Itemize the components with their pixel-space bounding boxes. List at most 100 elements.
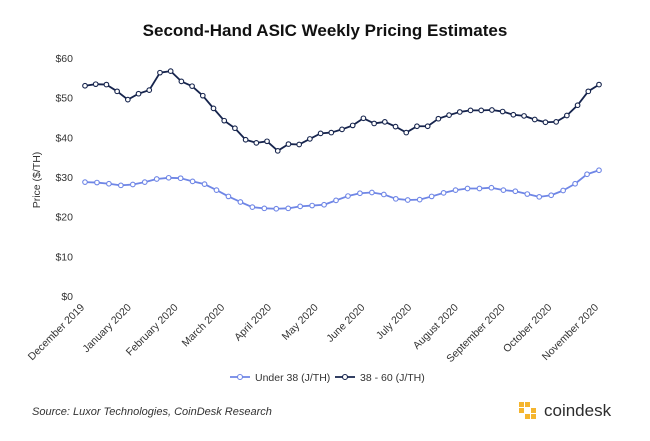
series-point-1 — [189, 178, 196, 185]
series-point-2 — [424, 123, 431, 130]
series-point-2 — [264, 138, 270, 145]
series-point-1 — [572, 180, 578, 187]
series-point-1 — [225, 193, 232, 200]
series-point-2 — [553, 119, 560, 125]
series-point-2 — [531, 116, 538, 123]
series-point-2 — [146, 87, 153, 93]
x-tick-label: April 2020 — [232, 302, 274, 344]
series-point-1 — [536, 193, 543, 200]
legend-label: 38 - 60 (J/TH) — [360, 372, 425, 384]
series-point-2 — [114, 88, 120, 95]
y-tick-label: $0 — [61, 291, 73, 303]
series-point-2 — [564, 112, 570, 119]
x-tick-label: March 2020 — [180, 302, 228, 350]
y-tick-label: $50 — [55, 93, 73, 105]
series-point-2 — [574, 102, 581, 109]
x-tick-label: August 2020 — [411, 302, 461, 352]
series-point-1 — [129, 181, 136, 188]
series-point-2 — [189, 83, 195, 90]
series-point-2 — [414, 123, 420, 130]
series-point-1 — [512, 188, 519, 195]
y-tick-label: $40 — [55, 132, 73, 144]
series-point-2 — [510, 111, 517, 118]
x-tick-label: June 2020 — [324, 302, 367, 345]
series-point-2 — [456, 109, 463, 115]
series-point-2 — [157, 69, 163, 76]
series-point-1 — [165, 174, 172, 181]
legend-label: Under 38 (J/TH) — [255, 372, 330, 384]
series-point-2 — [585, 88, 592, 95]
series-point-1 — [153, 176, 160, 182]
series-point-1 — [309, 202, 315, 209]
series-point-1 — [94, 179, 100, 186]
series-point-1 — [404, 197, 411, 203]
coindesk-logo-icon — [519, 402, 536, 419]
series-point-2 — [403, 129, 410, 136]
plot-area — [82, 68, 602, 212]
series-point-2 — [232, 125, 238, 132]
series-point-1 — [249, 204, 256, 210]
series-point-2 — [371, 120, 377, 127]
series-point-1 — [141, 179, 148, 186]
series-point-2 — [349, 122, 356, 129]
series-point-1 — [476, 185, 483, 192]
series-point-1 — [82, 179, 88, 186]
series-point-1 — [273, 205, 280, 212]
series-point-2 — [82, 82, 88, 89]
chart-title: Second-Hand ASIC Weekly Pricing Estimate… — [143, 21, 508, 40]
series-point-1 — [261, 205, 268, 212]
series-point-2 — [199, 92, 206, 99]
series-point-1 — [321, 201, 327, 208]
series-point-2 — [328, 129, 335, 136]
series-point-2 — [221, 117, 228, 124]
series-point-2 — [596, 81, 602, 88]
x-tick-label: July 2020 — [374, 302, 414, 342]
series-point-2 — [307, 136, 313, 142]
series-point-1 — [213, 187, 220, 193]
series-point-1 — [357, 190, 363, 197]
series-point-2 — [360, 115, 367, 122]
series-point-1 — [201, 181, 208, 187]
legend-marker — [341, 373, 349, 381]
legend: Under 38 (J/TH) 38 - 60 (J/TH) — [230, 372, 425, 384]
series-point-2 — [542, 119, 549, 126]
series-point-1 — [440, 190, 447, 196]
series-point-1 — [464, 185, 471, 192]
series-point-2 — [296, 141, 303, 148]
series-point-1 — [237, 199, 244, 205]
series-line-1 — [84, 169, 600, 210]
y-tick-label: $10 — [55, 251, 73, 263]
series-point-1 — [428, 193, 435, 200]
brand-name: coindesk — [544, 401, 612, 420]
series-line-2 — [84, 70, 600, 152]
series-point-1 — [500, 187, 507, 193]
series-point-1 — [548, 192, 555, 199]
series-point-1 — [369, 189, 375, 196]
series-point-1 — [285, 205, 292, 212]
series-point-2 — [103, 81, 110, 88]
series-point-2 — [317, 130, 324, 137]
series-point-1 — [596, 167, 602, 174]
series-point-2 — [478, 107, 485, 114]
series-point-2 — [435, 115, 442, 122]
coindesk-logo: coindesk — [518, 401, 611, 421]
series-point-1 — [524, 191, 531, 197]
series-point-1 — [177, 175, 184, 182]
series-point-2 — [274, 147, 281, 154]
x-tick-label: December 2019 — [26, 302, 87, 363]
series-point-2 — [242, 136, 249, 143]
series-point-1 — [392, 195, 399, 202]
series-point-1 — [333, 197, 339, 204]
series-point-2 — [135, 90, 142, 97]
series-point-2 — [285, 141, 292, 147]
series-point-1 — [297, 203, 304, 210]
series-point-2 — [210, 105, 217, 112]
series-point-2 — [167, 68, 174, 74]
y-axis: $0 $10 $20 $30 $40 $50 $60 — [55, 53, 73, 303]
series-point-2 — [392, 123, 399, 130]
y-tick-label: $60 — [55, 53, 73, 65]
series-point-2 — [92, 81, 99, 88]
series-point-2 — [499, 108, 506, 115]
series-point-2 — [446, 112, 452, 118]
